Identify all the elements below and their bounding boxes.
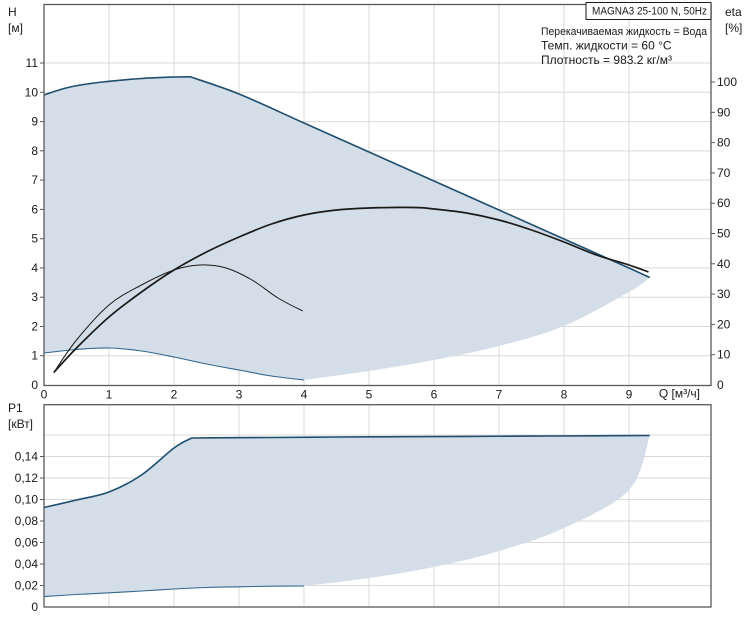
svg-text:P1: P1 (8, 401, 23, 415)
svg-text:Темп. жидкости = 60 °C: Темп. жидкости = 60 °C (541, 39, 672, 53)
svg-text:10: 10 (717, 348, 731, 362)
svg-text:0: 0 (41, 388, 48, 402)
svg-text:5: 5 (366, 388, 373, 402)
svg-text:2: 2 (31, 320, 38, 334)
svg-text:8: 8 (561, 388, 568, 402)
svg-text:7: 7 (496, 388, 503, 402)
svg-text:8: 8 (31, 144, 38, 158)
svg-text:Q [м³/ч]: Q [м³/ч] (659, 387, 700, 401)
svg-text:20: 20 (717, 317, 731, 331)
svg-text:7: 7 (31, 173, 38, 187)
svg-text:3: 3 (236, 388, 243, 402)
svg-text:10: 10 (25, 85, 39, 99)
svg-text:[м]: [м] (8, 21, 23, 35)
svg-text:3: 3 (31, 290, 38, 304)
svg-text:6: 6 (31, 202, 38, 216)
svg-text:70: 70 (717, 166, 731, 180)
svg-text:eta: eta (725, 5, 742, 19)
svg-text:50: 50 (717, 227, 731, 241)
svg-text:Плотность = 983.2 кг/м³: Плотность = 983.2 кг/м³ (541, 53, 672, 67)
svg-text:[кВт]: [кВт] (8, 417, 33, 431)
svg-text:0,06: 0,06 (15, 536, 39, 550)
svg-text:0,10: 0,10 (15, 493, 39, 507)
svg-text:30: 30 (717, 287, 731, 301)
svg-text:0,04: 0,04 (15, 557, 39, 571)
svg-text:4: 4 (31, 261, 38, 275)
svg-text:6: 6 (431, 388, 438, 402)
svg-text:1: 1 (31, 349, 38, 363)
svg-text:2: 2 (171, 388, 178, 402)
svg-text:9: 9 (626, 388, 633, 402)
svg-text:60: 60 (717, 196, 731, 210)
svg-text:0: 0 (717, 378, 724, 392)
svg-text:11: 11 (26, 56, 39, 70)
svg-text:0: 0 (31, 378, 38, 392)
svg-text:80: 80 (717, 136, 731, 150)
svg-text:[%]: [%] (725, 21, 742, 35)
svg-text:5: 5 (31, 232, 38, 246)
svg-text:0,14: 0,14 (15, 450, 39, 464)
svg-text:0,02: 0,02 (15, 579, 39, 593)
svg-text:40: 40 (717, 257, 731, 271)
svg-text:Перекачиваемая жидкость = Вода: Перекачиваемая жидкость = Вода (541, 26, 708, 38)
svg-text:0,12: 0,12 (15, 471, 39, 485)
svg-text:0: 0 (31, 600, 38, 614)
svg-text:4: 4 (301, 388, 308, 402)
svg-text:H: H (8, 5, 17, 19)
svg-text:MAGNA3 25-100 N, 50Hz: MAGNA3 25-100 N, 50Hz (592, 6, 707, 18)
svg-text:90: 90 (717, 105, 731, 119)
svg-text:1: 1 (106, 388, 113, 402)
svg-text:0,08: 0,08 (15, 514, 39, 528)
svg-text:100: 100 (717, 75, 737, 89)
svg-text:9: 9 (31, 115, 38, 129)
